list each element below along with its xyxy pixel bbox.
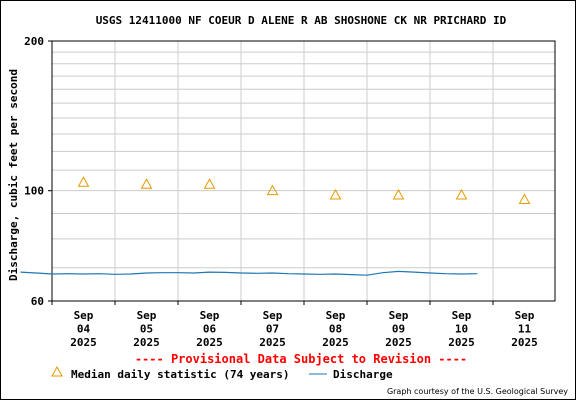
x-tick-label: 04 <box>77 323 91 336</box>
series-layer <box>20 176 531 276</box>
x-tick-label: 2025 <box>322 336 349 349</box>
x-tick-label: 08 <box>329 323 342 336</box>
median-marker <box>392 189 405 200</box>
legend: Median daily statistic (74 years) Discha… <box>51 365 393 381</box>
median-marker <box>203 178 216 189</box>
legend-discharge-label: Discharge <box>333 368 393 381</box>
median-marker <box>77 176 90 187</box>
x-tick-label: 2025 <box>385 336 412 349</box>
x-tick-label: 2025 <box>259 336 286 349</box>
x-tick-label: 2025 <box>70 336 97 349</box>
y-axis-label: Discharge, cubic feet per second <box>7 69 20 281</box>
x-tick-label: 10 <box>455 323 468 336</box>
x-tick-label: Sep <box>515 309 535 322</box>
median-marker <box>455 189 468 200</box>
x-tick-label: 06 <box>203 323 217 336</box>
legend-median-marker <box>51 365 63 377</box>
y-tick-labels: 60 100 200 <box>24 35 52 308</box>
x-tick-label: 07 <box>266 323 279 336</box>
chart-title: USGS 12411000 NF COEUR D ALENE R AB SHOS… <box>96 14 507 27</box>
y-tick-label: 100 <box>24 185 44 198</box>
x-tick-label: 2025 <box>133 336 160 349</box>
x-tick-label: 11 <box>518 323 532 336</box>
credit-text: Graph courtesy of the U.S. Geological Su… <box>387 387 568 396</box>
x-tick-label: Sep <box>452 309 472 322</box>
y-tick-label: 60 <box>31 295 44 308</box>
legend-median-label: Median daily statistic (74 years) <box>71 368 290 381</box>
grid-lines <box>51 41 555 301</box>
median-marker <box>140 178 153 189</box>
x-tick-label: 05 <box>140 323 153 336</box>
x-tick-label: Sep <box>74 309 94 322</box>
discharge-line <box>20 270 478 276</box>
x-tick-labels: Sep042025Sep052025Sep062025Sep072025Sep0… <box>51 301 538 349</box>
provisional-notice: ---- Provisional Data Subject to Revisio… <box>135 352 467 366</box>
x-tick-label: Sep <box>137 309 157 322</box>
x-tick-label: Sep <box>263 309 283 322</box>
x-tick-label: 2025 <box>511 336 538 349</box>
x-tick-label: 09 <box>392 323 405 336</box>
x-tick-label: 2025 <box>448 336 475 349</box>
x-tick-label: Sep <box>200 309 220 322</box>
median-marker <box>518 193 531 205</box>
x-tick-label: 2025 <box>196 336 223 349</box>
x-tick-label: Sep <box>389 309 409 322</box>
x-tick-label: Sep <box>326 309 346 322</box>
median-marker <box>266 184 279 196</box>
y-tick-label: 200 <box>24 35 44 48</box>
median-marker <box>329 189 342 200</box>
